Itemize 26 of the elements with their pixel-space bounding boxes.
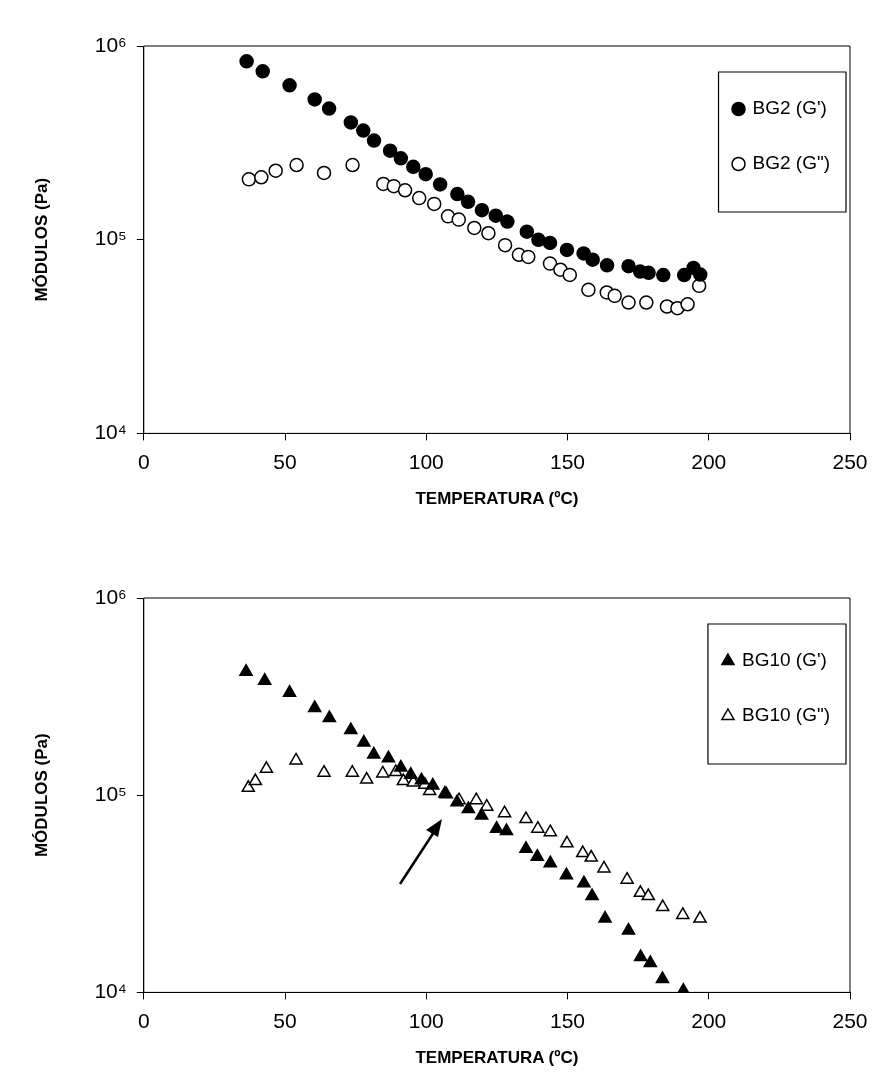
x-axis-title: TEMPERATURA (ºC) xyxy=(415,1048,579,1068)
x-tick-label: 100 xyxy=(408,1008,444,1032)
y-tick-label: 10⁴ xyxy=(94,420,127,444)
legend-label: BG10 (G") xyxy=(741,704,830,726)
y-tick-label: 10⁶ xyxy=(94,584,127,608)
x-tick-label: 100 xyxy=(408,449,444,473)
x-tick-label: 150 xyxy=(549,1008,586,1032)
x-axis-title: TEMPERATURA (ºC) xyxy=(415,489,579,509)
x-tick-label: 250 xyxy=(832,1008,868,1032)
x-tick-label: 50 xyxy=(273,1008,297,1032)
x-tick-label: 250 xyxy=(832,449,868,473)
x-tick-label: 0 xyxy=(137,1008,150,1032)
y-axis-title: MÓDULOS (Pa) xyxy=(31,733,51,858)
y-tick-label: 10⁴ xyxy=(94,979,127,1003)
x-tick-label: 0 xyxy=(137,449,150,473)
legend-label: BG2 (G') xyxy=(752,97,827,119)
legend-label: BG2 (G") xyxy=(752,152,831,174)
x-tick-label: 50 xyxy=(273,449,297,473)
legend-label: BG10 (G') xyxy=(741,649,827,671)
y-tick-label: 10⁵ xyxy=(94,226,127,250)
x-tick-label: 200 xyxy=(691,1008,727,1032)
y-axis-title: MÓDULOS (Pa) xyxy=(31,177,51,302)
x-tick-label: 150 xyxy=(549,449,586,473)
y-tick-label: 10⁶ xyxy=(94,32,127,56)
x-tick-label: 200 xyxy=(691,449,727,473)
y-tick-label: 10⁵ xyxy=(94,782,127,805)
